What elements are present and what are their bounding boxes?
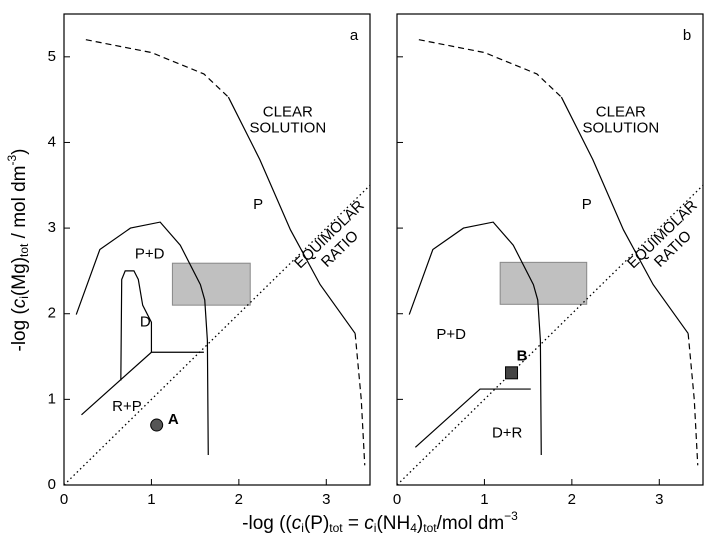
label-part: tot: [17, 243, 31, 257]
boundary-line: [81, 351, 204, 416]
x-tick-label: 3: [322, 491, 330, 508]
shaded-region: [171, 262, 251, 306]
region-label: P: [582, 196, 592, 213]
label-part: ): [417, 513, 423, 534]
boundary-line: [396, 184, 704, 486]
label-part: (Mg): [9, 257, 30, 296]
label-part: c: [9, 298, 30, 308]
label-part: / mol dm: [9, 166, 30, 244]
label-part: -3: [5, 155, 19, 166]
point: [505, 366, 519, 380]
boundary-line: [560, 96, 689, 334]
y-tick-label: 2: [48, 305, 56, 322]
y-tick-label: 5: [48, 48, 56, 65]
label-part: tot: [329, 521, 343, 535]
label-part: -log (: [9, 308, 30, 352]
label-part: (P): [304, 513, 329, 534]
x-tick-label: 1: [480, 491, 488, 508]
y-axis-label: -log (ci(Mg)tot / mol dm-3): [5, 149, 31, 352]
y-tick-label: 3: [48, 219, 56, 236]
region-label: R+P: [112, 398, 142, 415]
region-label: SOLUTION: [582, 120, 659, 137]
label-part: 4: [410, 521, 417, 535]
label-part: c: [364, 513, 374, 534]
x-tick-label: 3: [655, 491, 663, 508]
region-label: SOLUTION: [249, 120, 326, 137]
region-label: P: [253, 196, 263, 213]
x-tick-label: 0: [60, 491, 68, 508]
label-part: c: [292, 513, 302, 534]
label-part: i: [17, 296, 31, 299]
boundary-line: [227, 96, 356, 334]
region-label: P+D: [135, 246, 165, 263]
shaded-region: [499, 261, 588, 305]
region-label: CLEAR: [263, 103, 313, 120]
y-tick-label: 0: [48, 476, 56, 493]
region-label: D: [140, 313, 151, 330]
boundary-line: [85, 39, 229, 98]
label-part: =: [343, 513, 365, 534]
label-part: i: [301, 521, 304, 535]
point: [150, 418, 164, 432]
boundary-line: [414, 388, 531, 448]
boundary-line: [687, 333, 699, 466]
boundary-line: [120, 270, 153, 381]
label-part: /mol dm: [437, 513, 505, 534]
region-label: CLEAR: [596, 103, 646, 120]
point-label: B: [517, 348, 528, 365]
label-part: ): [9, 149, 30, 155]
x-tick-label: 2: [235, 491, 243, 508]
region-label: D+R: [492, 425, 523, 442]
plot-frame: [396, 13, 704, 486]
boundary-line: [408, 221, 542, 456]
boundary-line: [75, 221, 209, 456]
label-part: tot: [423, 521, 437, 535]
boundary-line: [354, 333, 366, 466]
point-label: A: [168, 411, 179, 428]
label-part: (NH: [376, 513, 410, 534]
x-tick-label: 2: [568, 491, 576, 508]
panel-label: a: [350, 27, 359, 44]
region-label: P+D: [436, 326, 466, 343]
label-part: −3: [504, 509, 518, 523]
y-tick-label: 1: [48, 390, 56, 407]
x-tick-label: 1: [147, 491, 155, 508]
panel-label: b: [683, 27, 691, 44]
boundary-line: [418, 39, 562, 98]
x-axis-label: -log ((ci(P)tot = ci(NH4)tot/mol dm−3: [242, 509, 518, 535]
y-tick-label: 4: [48, 133, 56, 150]
plot-frame: [63, 13, 371, 486]
boundary-line: [63, 184, 371, 486]
label-part: -log ((: [242, 513, 292, 534]
label-part: i: [374, 521, 377, 535]
x-tick-label: 0: [393, 491, 401, 508]
